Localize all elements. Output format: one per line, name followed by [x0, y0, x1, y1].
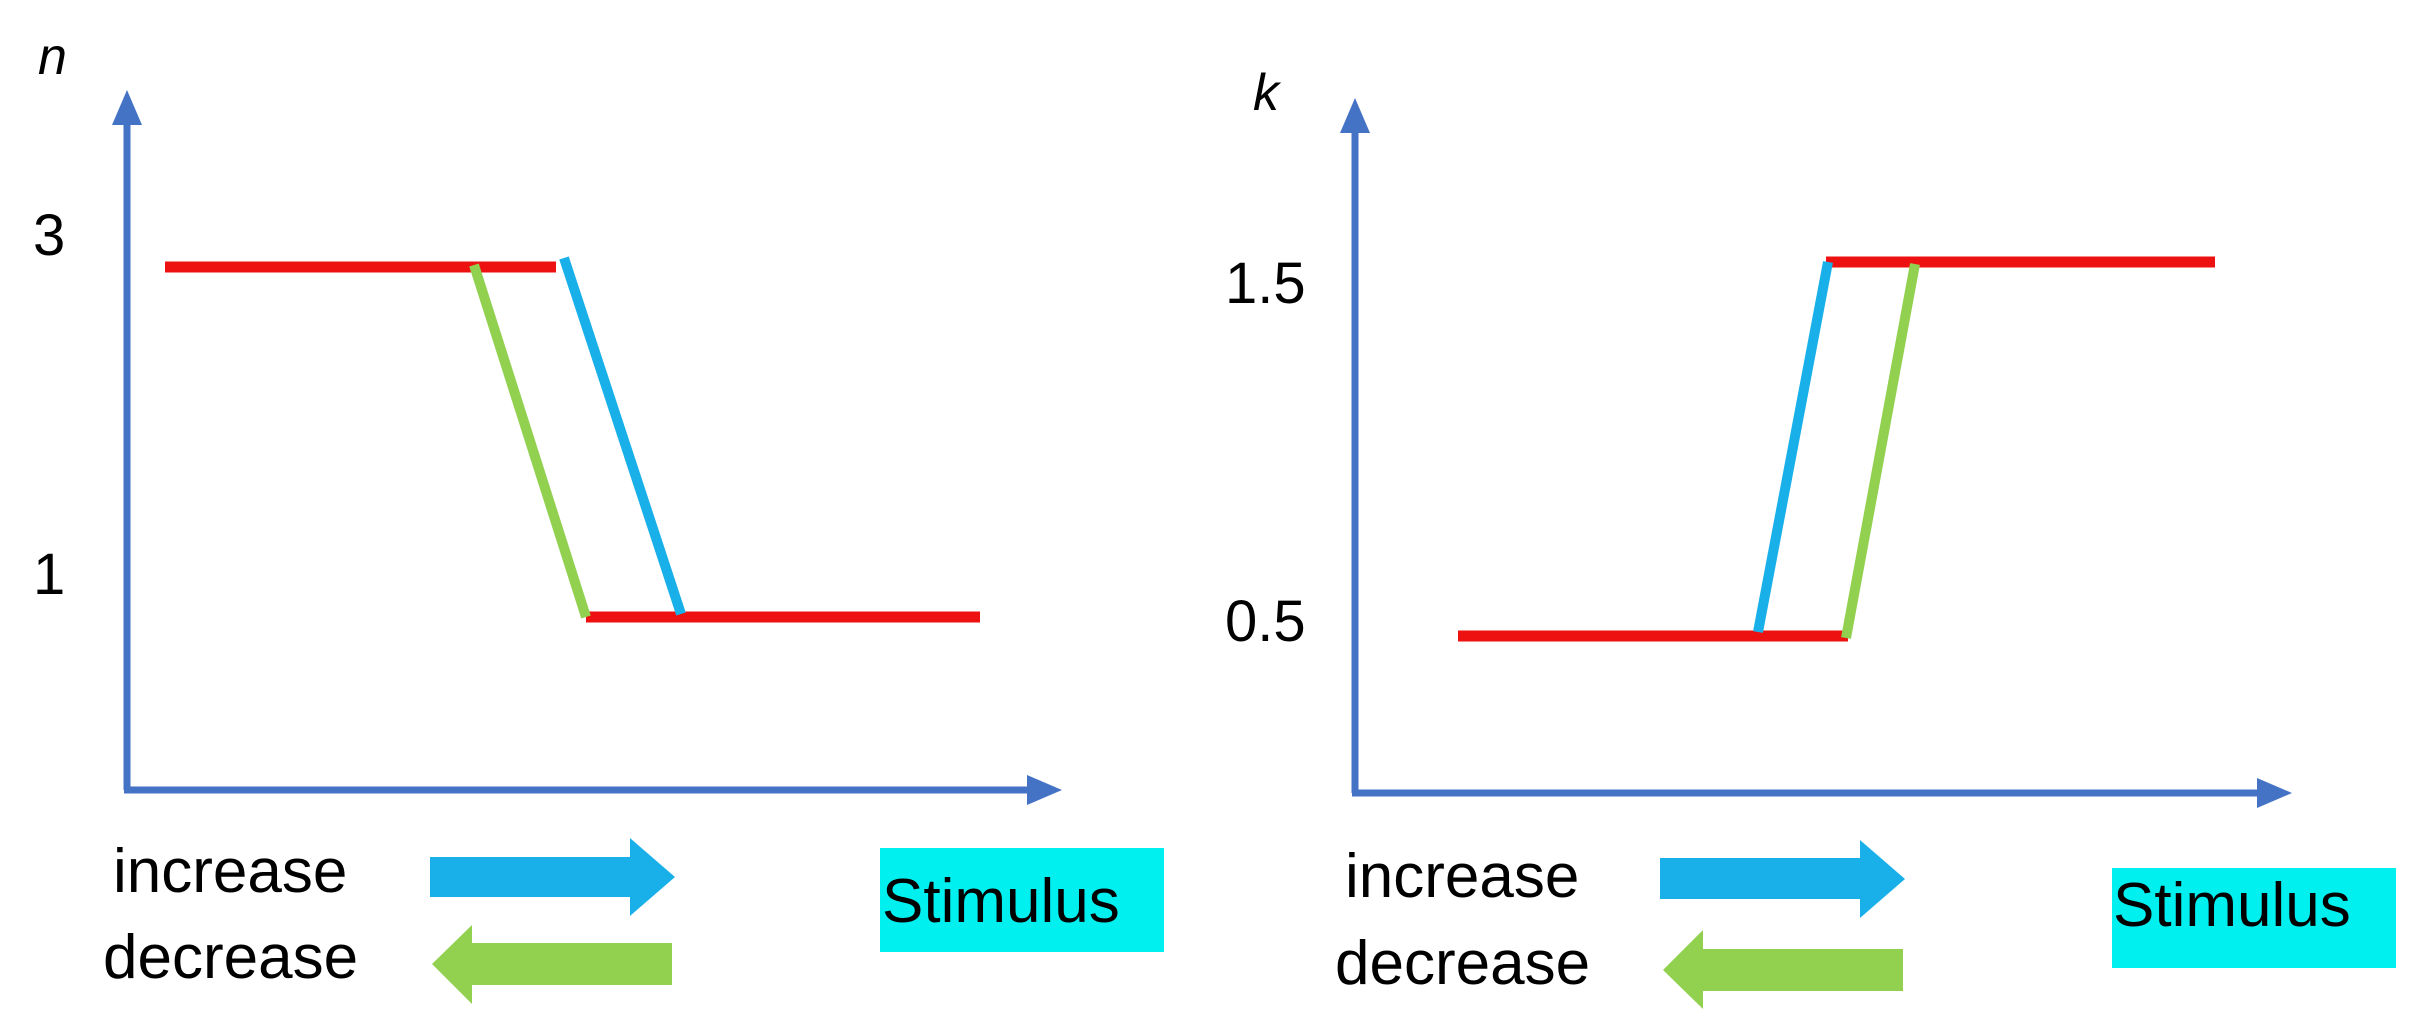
left-legend-increase-label: increase [113, 837, 347, 906]
left-tick-label-1: 1 [33, 542, 65, 607]
right-blue-transition [1753, 261, 1833, 633]
left-decrease-arrow [432, 925, 672, 1004]
left-legend-decrease-label: decrease [103, 923, 358, 992]
right-x-axis-arrowhead [2257, 778, 2292, 808]
right-legend-decrease-label: decrease [1335, 929, 1590, 998]
right-legend-increase-label: increase [1345, 842, 1579, 911]
left-stimulus-label-bg [880, 848, 1164, 952]
right-increase-arrow [1660, 840, 1905, 918]
right-stimulus-label-bg [2112, 868, 2396, 968]
right-y-axis-arrowhead [1340, 98, 1370, 133]
right-tick-label-1.5: 1.5 [1225, 251, 1306, 316]
left-y-axis-arrowhead [112, 90, 142, 125]
right-decrease-arrow [1663, 930, 1903, 1009]
left-stimulus-label: Stimulus [882, 867, 1120, 936]
left-x-axis-arrowhead [1027, 775, 1062, 805]
left-increase-arrow [430, 838, 675, 916]
left-panel: n 3 1 increase decrease Stimulus [33, 28, 1164, 1004]
right-panel: k 1.5 0.5 increase decrease Stimulus [1225, 64, 2396, 1009]
left-blue-transition [559, 256, 686, 616]
left-green-transition [469, 263, 591, 619]
right-green-transition [1841, 263, 1920, 639]
right-stimulus-label: Stimulus [2113, 871, 2351, 940]
left-tick-label-3: 3 [33, 203, 65, 268]
right-tick-label-0.5: 0.5 [1225, 589, 1306, 654]
right-y-axis-name: k [1253, 64, 1282, 122]
left-y-axis-name: n [38, 28, 67, 86]
